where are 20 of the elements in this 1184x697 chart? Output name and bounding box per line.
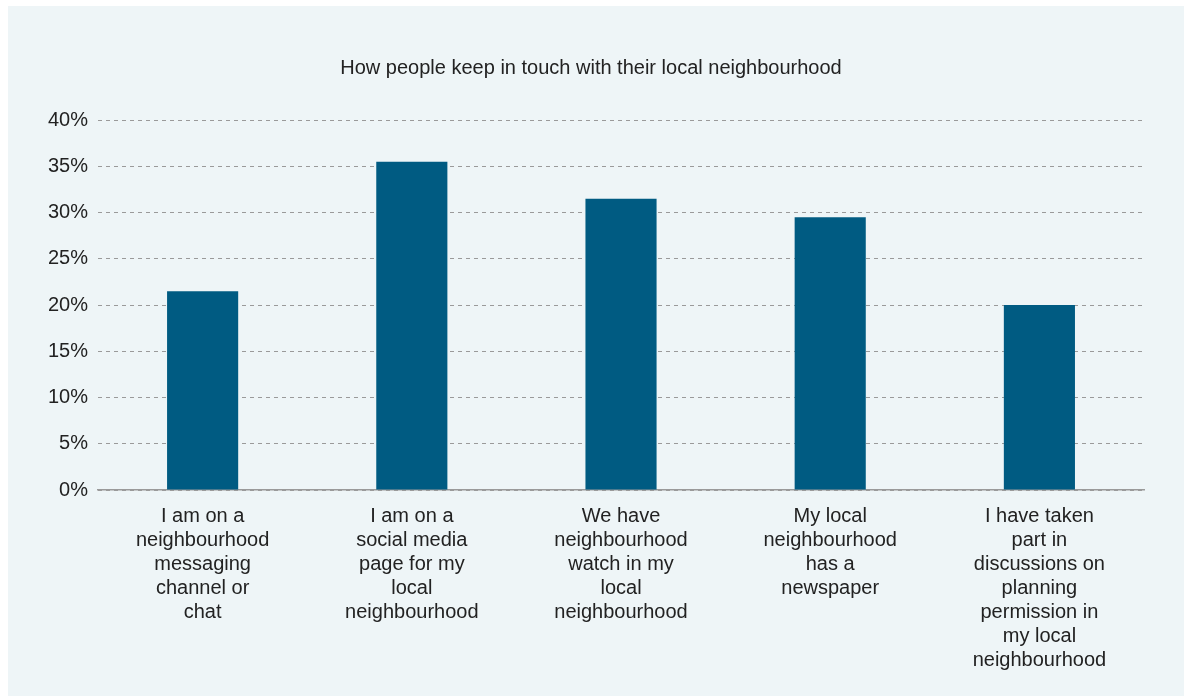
chart-title: How people keep in touch with their local neighbourhood bbox=[340, 55, 842, 78]
y-tick-label: 20% bbox=[48, 292, 89, 315]
y-tick-label: 0% bbox=[59, 477, 89, 500]
y-tick-label: 35% bbox=[48, 153, 89, 176]
y-tick-label: 10% bbox=[48, 385, 89, 408]
y-tick-label: 5% bbox=[59, 431, 89, 454]
bar bbox=[1003, 305, 1075, 490]
bar bbox=[585, 198, 657, 490]
x-tick-label: My local neighbourhood has a newspaper bbox=[763, 503, 897, 598]
bar bbox=[794, 217, 866, 490]
y-tick-label: 40% bbox=[48, 107, 89, 130]
y-tick-label: 30% bbox=[48, 200, 89, 223]
bar bbox=[167, 291, 239, 490]
y-tick-label: 15% bbox=[48, 338, 89, 361]
x-tick-label: I am on a neighbourhood messaging channel or chat bbox=[135, 503, 270, 622]
x-tick-label: I am on a social media page for my local neighbourhood bbox=[345, 503, 479, 622]
x-tick-label: We have neighbourhood watch in my local neighbourhood bbox=[554, 503, 688, 622]
y-tick-label: 25% bbox=[48, 246, 89, 269]
bar bbox=[376, 161, 448, 490]
x-tick-label: I have taken part in discussions on planning permission in my local neighbourhood bbox=[972, 503, 1107, 670]
